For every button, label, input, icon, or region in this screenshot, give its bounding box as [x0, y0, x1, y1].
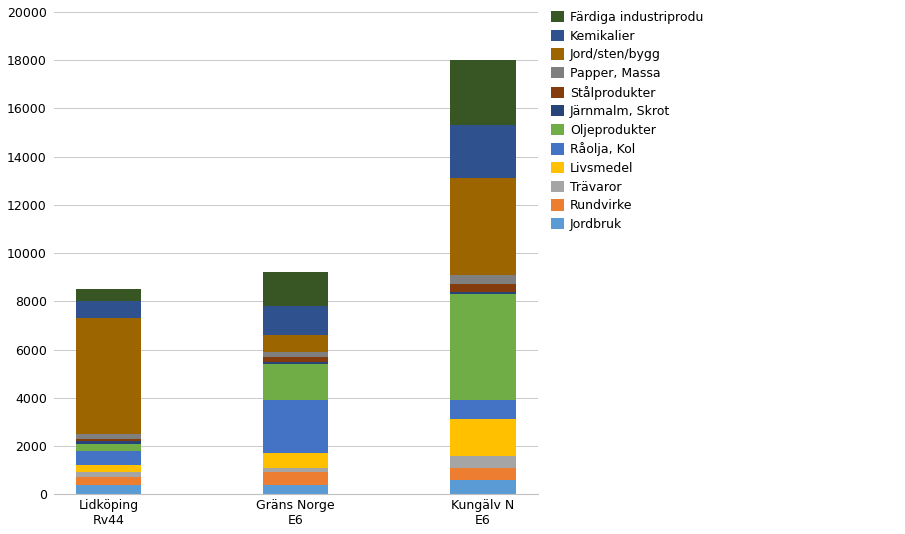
Bar — [76, 477, 141, 484]
Bar — [76, 451, 141, 465]
Bar — [263, 335, 329, 352]
Legend: Färdiga industriprodu, Kemikalier, Jord/sten/bygg, Papper, Massa, Stålprodukter,: Färdiga industriprodu, Kemikalier, Jord/… — [548, 9, 706, 233]
Bar — [263, 453, 329, 468]
Bar — [263, 362, 329, 364]
Bar — [263, 484, 329, 494]
Bar — [263, 352, 329, 357]
Bar — [450, 480, 516, 494]
Bar — [76, 441, 141, 444]
Bar — [450, 456, 516, 468]
Bar — [263, 400, 329, 453]
Bar — [76, 289, 141, 301]
Bar — [450, 125, 516, 178]
Bar — [450, 468, 516, 480]
Bar — [263, 468, 329, 473]
Bar — [450, 60, 516, 125]
Bar — [450, 400, 516, 419]
Bar — [263, 357, 329, 362]
Bar — [76, 444, 141, 451]
Bar — [263, 272, 329, 306]
Bar — [450, 419, 516, 456]
Bar — [76, 318, 141, 434]
Bar — [263, 364, 329, 400]
Bar — [76, 434, 141, 439]
Bar — [263, 473, 329, 484]
Bar — [450, 294, 516, 400]
Bar — [450, 285, 516, 292]
Bar — [76, 439, 141, 441]
Bar — [76, 473, 141, 477]
Bar — [76, 484, 141, 494]
Bar — [76, 301, 141, 318]
Bar — [450, 178, 516, 275]
Bar — [76, 465, 141, 473]
Bar — [263, 306, 329, 335]
Bar — [450, 275, 516, 285]
Bar — [450, 292, 516, 294]
